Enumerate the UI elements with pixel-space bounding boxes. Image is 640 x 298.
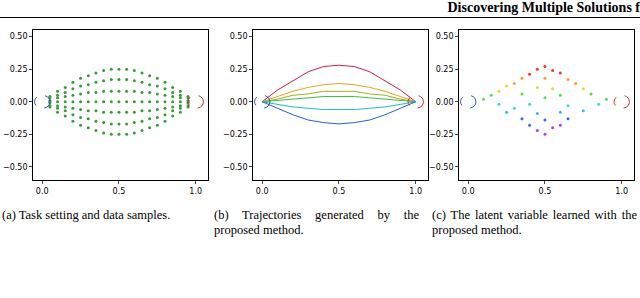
svg-text:0.00: 0.00 — [230, 98, 248, 107]
svg-text:0.0: 0.0 — [256, 187, 269, 196]
html-text:(c) The latent variable learne: (c) The latent variable learned with the… — [432, 208, 637, 237]
html-text:(a) Task setting and data samp: (a) Task setting and data samples. — [2, 208, 171, 222]
svg-text:0.5: 0.5 — [539, 187, 552, 196]
svg-text:0.0: 0.0 — [36, 187, 49, 196]
svg-text:−0.50: −0.50 — [223, 163, 248, 172]
svg-text:1.0: 1.0 — [409, 187, 422, 196]
svg-text:0.50: 0.50 — [230, 32, 248, 41]
svg-text:0.5: 0.5 — [333, 187, 346, 196]
svg-text:−0.50: −0.50 — [3, 163, 28, 172]
svg-text:1.0: 1.0 — [615, 187, 628, 196]
svg-text:0.50: 0.50 — [10, 32, 28, 41]
svg-text:0.50: 0.50 — [436, 32, 454, 41]
svg-text:0.00: 0.00 — [436, 98, 454, 107]
html-text:(b) Trajectories generated by: (b) Trajectories generated by the propos… — [214, 208, 419, 237]
svg-text:0.0: 0.0 — [462, 187, 475, 196]
svg-text:0.25: 0.25 — [436, 65, 454, 74]
svg-text:0.5: 0.5 — [113, 187, 126, 196]
svg-text:−0.25: −0.25 — [3, 130, 28, 139]
svg-text:0.00: 0.00 — [10, 98, 28, 107]
html-text:Discovering Multiple Solutions: Discovering Multiple Solutions f — [447, 0, 640, 15]
svg-text:−0.25: −0.25 — [429, 130, 454, 139]
svg-text:−0.50: −0.50 — [429, 163, 454, 172]
svg-text:0.25: 0.25 — [230, 65, 248, 74]
svg-text:0.25: 0.25 — [10, 65, 28, 74]
svg-text:−0.25: −0.25 — [223, 130, 248, 139]
svg-text:1.0: 1.0 — [189, 187, 202, 196]
